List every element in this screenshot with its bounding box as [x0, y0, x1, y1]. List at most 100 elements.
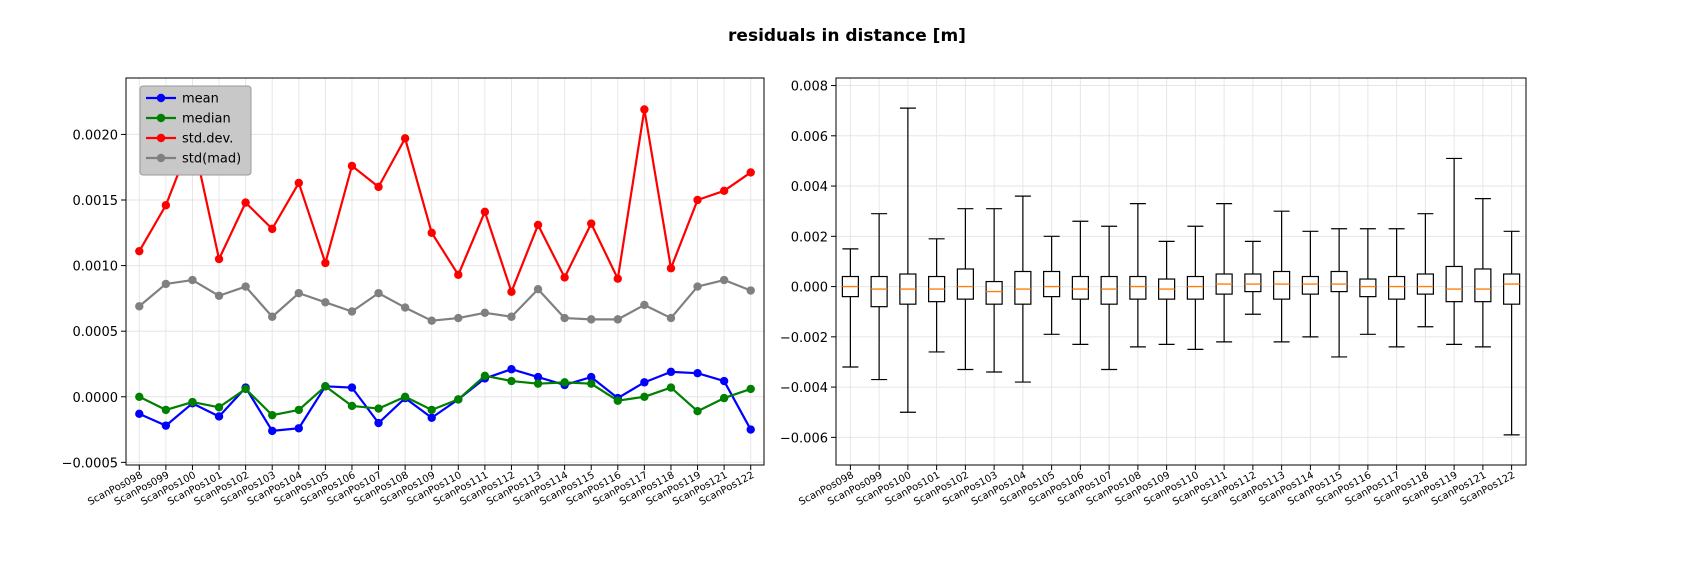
- data-point: [533, 285, 543, 294]
- data-point: [241, 384, 250, 394]
- axes-frame: [835, 77, 1527, 466]
- data-point: [480, 207, 490, 217]
- data-point: [135, 302, 144, 311]
- box-item: [1301, 230, 1319, 338]
- box-item: [1330, 228, 1348, 358]
- data-point: [268, 224, 277, 234]
- y-tick-label: 0.0010: [73, 260, 119, 275]
- data-point: [666, 367, 676, 377]
- legend-marker: [156, 133, 166, 143]
- box-item: [1129, 203, 1147, 348]
- data-point: [400, 392, 410, 401]
- box-iqr: [1301, 275, 1319, 295]
- data-point: [188, 397, 197, 407]
- data-point: [666, 383, 676, 392]
- left-line-chart: 0.00200.00150.00100.00050.0000−0.0005Sca…: [62, 77, 765, 508]
- data-point: [454, 395, 463, 404]
- box-iqr: [985, 280, 1003, 305]
- data-point: [480, 308, 490, 318]
- data-point: [161, 279, 171, 289]
- box-item: [985, 208, 1003, 373]
- data-point: [640, 105, 649, 114]
- legend-marker: [156, 93, 166, 103]
- data-point: [241, 198, 250, 207]
- data-point: [480, 371, 490, 380]
- data-point: [427, 413, 436, 422]
- box-item: [899, 107, 917, 413]
- box-item: [1215, 203, 1233, 343]
- y-tick-label: 0.0015: [73, 194, 119, 209]
- data-point: [347, 401, 357, 411]
- data-point: [719, 186, 729, 196]
- box-item: [1071, 220, 1089, 345]
- data-point: [374, 404, 383, 413]
- legend-marker: [156, 153, 166, 163]
- data-point: [719, 376, 729, 386]
- y-tick-label: −0.006: [780, 431, 828, 446]
- data-point: [746, 384, 755, 394]
- box-iqr: [1071, 275, 1089, 300]
- box-iqr: [1186, 275, 1204, 300]
- data-point: [374, 288, 383, 298]
- data-point: [507, 312, 516, 321]
- data-point: [135, 409, 144, 419]
- data-point: [400, 134, 410, 143]
- y-tick-label: −0.004: [780, 381, 828, 396]
- box-iqr: [1014, 270, 1032, 305]
- data-point: [268, 312, 277, 321]
- data-point: [560, 273, 569, 282]
- data-point: [613, 315, 622, 324]
- data-point: [347, 161, 357, 171]
- data-point: [241, 282, 250, 291]
- figure-title: residuals in distance [m]: [728, 26, 966, 46]
- series-line-stddev: [138, 108, 752, 293]
- data-point: [693, 282, 702, 291]
- data-point: [400, 303, 410, 312]
- data-point: [294, 405, 303, 415]
- data-point: [188, 275, 197, 285]
- box-item: [1416, 213, 1434, 328]
- data-point: [746, 425, 755, 434]
- data-point: [719, 393, 729, 403]
- data-point: [427, 228, 436, 237]
- plot-area: [836, 78, 1526, 465]
- legend-marker: [156, 113, 166, 123]
- data-point: [613, 274, 622, 283]
- box-item: [1186, 225, 1204, 351]
- data-point: [214, 291, 224, 300]
- data-point: [507, 376, 516, 386]
- box-item: [1503, 230, 1521, 436]
- legend-label: mean: [182, 92, 219, 107]
- y-tick-label: 0.000: [791, 281, 828, 296]
- y-tick-label: −0.0005: [62, 456, 118, 471]
- data-point: [693, 195, 702, 205]
- box-iqr: [1445, 265, 1463, 303]
- data-point: [268, 426, 277, 436]
- box-item: [1273, 210, 1291, 343]
- box-item: [1388, 228, 1406, 348]
- box-item: [841, 248, 859, 368]
- data-point: [719, 275, 729, 285]
- y-tick-label: 0.0020: [73, 128, 119, 143]
- axes-frame: [125, 77, 765, 466]
- data-point: [347, 383, 357, 392]
- data-point: [507, 365, 516, 374]
- data-point: [587, 315, 596, 324]
- data-point: [161, 201, 171, 210]
- box-item: [1014, 195, 1032, 383]
- data-point: [214, 412, 224, 421]
- box-item: [928, 238, 946, 353]
- y-tick-label: 0.008: [791, 80, 828, 95]
- data-point: [427, 405, 436, 415]
- y-tick-label: 0.006: [791, 130, 828, 145]
- box-iqr: [1388, 275, 1406, 300]
- data-point: [268, 410, 277, 420]
- data-point: [374, 418, 383, 428]
- data-point: [321, 382, 330, 391]
- y-tick-label: 0.0000: [73, 391, 119, 406]
- right-box-chart: 0.008 0.006 0.004 0.002 0.000 −0.002 −0.004 −0.…: [780, 77, 1527, 508]
- data-point: [533, 220, 543, 230]
- box-iqr: [1100, 275, 1118, 305]
- series-line-median: [138, 374, 752, 417]
- data-point: [214, 403, 224, 412]
